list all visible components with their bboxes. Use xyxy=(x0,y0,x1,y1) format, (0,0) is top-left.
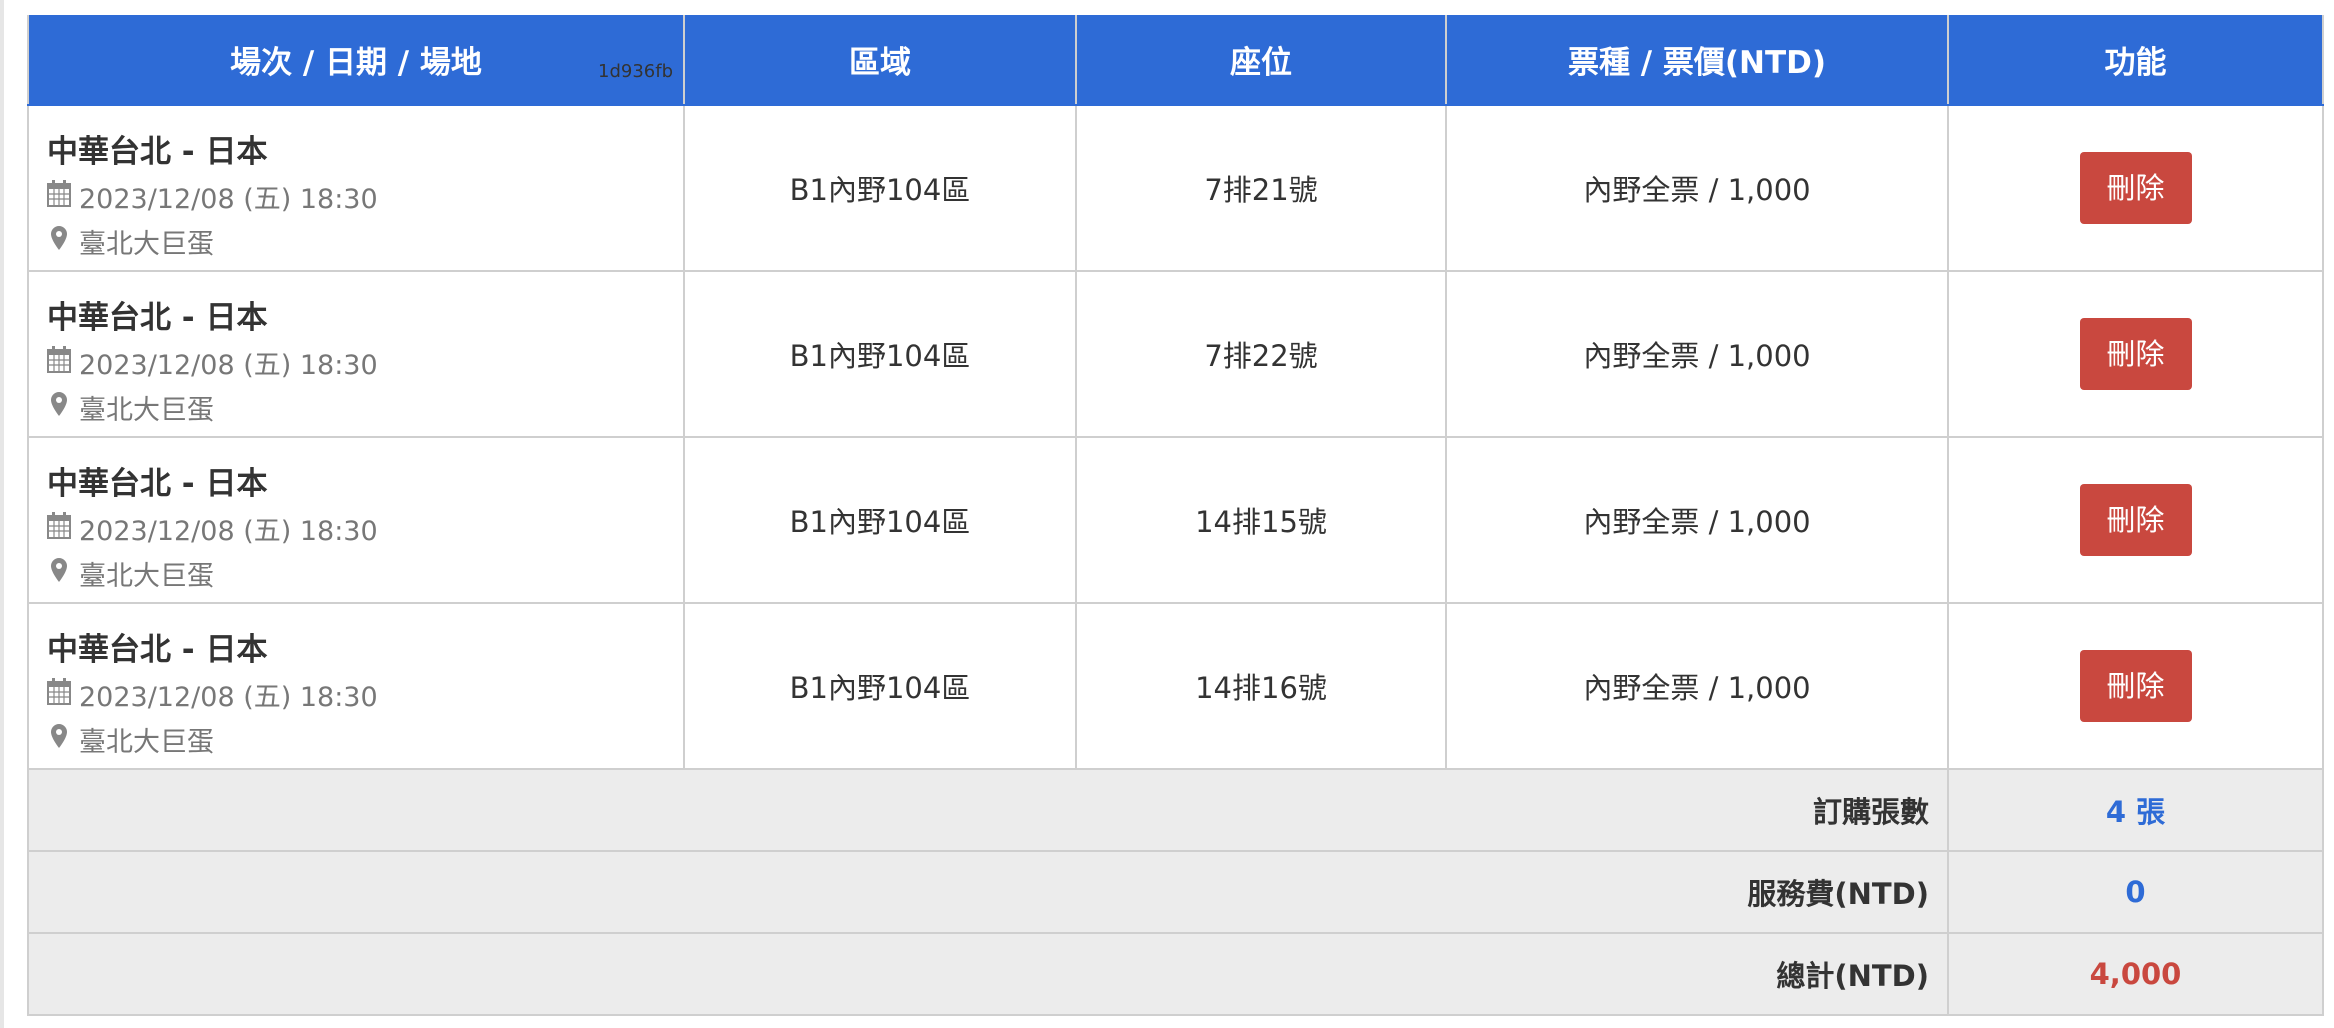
table-header: 場次 / 日期 / 場地 1d936fb 區域 座位 票種 / 票價(NTD) 功… xyxy=(27,15,2324,106)
event-venue: 臺北大巨蛋 xyxy=(79,727,214,758)
event-cell: 中華台北 - 日本 2023/12/08 (五) 18:30 臺北大巨蛋 xyxy=(27,436,685,604)
event-cell: 中華台北 - 日本 2023/12/08 (五) 18:30 臺北大巨蛋 xyxy=(27,270,685,438)
map-marker-icon xyxy=(47,722,79,757)
map-marker-icon xyxy=(47,556,79,591)
count-value: 4 張 xyxy=(1947,768,2324,852)
header-seat: 座位 xyxy=(1075,15,1447,106)
map-marker-icon xyxy=(47,224,79,259)
total-value: 4,000 xyxy=(1947,932,2324,1016)
event-cell: 中華台北 - 日本 2023/12/08 (五) 18:30 臺北大巨蛋 xyxy=(27,602,685,770)
summary-count-row: 訂購張數 4 張 xyxy=(27,768,2324,852)
fee-value: 0 xyxy=(1947,850,2324,934)
event-title: 中華台北 - 日本 xyxy=(47,300,268,336)
calendar-icon xyxy=(47,511,79,546)
event-datetime: 2023/12/08 (五) 18:30 xyxy=(79,516,378,547)
summary-fee-row: 服務費(NTD) 0 xyxy=(27,850,2324,934)
table-row: 中華台北 - 日本 2023/12/08 (五) 18:30 臺北大巨蛋 B1內… xyxy=(27,602,2324,770)
header-event: 場次 / 日期 / 場地 1d936fb xyxy=(27,15,685,106)
event-title: 中華台北 - 日本 xyxy=(47,466,268,502)
event-venue: 臺北大巨蛋 xyxy=(79,561,214,592)
area-cell: B1內野104區 xyxy=(683,270,1077,438)
fee-label: 服務費(NTD) xyxy=(27,850,1949,934)
header-area: 區域 xyxy=(683,15,1077,106)
actions-cell: 刪除 xyxy=(1947,270,2324,438)
calendar-icon xyxy=(47,179,79,214)
event-datetime: 2023/12/08 (五) 18:30 xyxy=(79,350,378,381)
window-edge xyxy=(0,0,4,1028)
summary-total-row: 總計(NTD) 4,000 xyxy=(27,932,2324,1016)
calendar-icon xyxy=(47,345,79,380)
event-venue: 臺北大巨蛋 xyxy=(79,395,214,426)
delete-button[interactable]: 刪除 xyxy=(2079,484,2192,556)
event-cell: 中華台北 - 日本 2023/12/08 (五) 18:30 臺北大巨蛋 xyxy=(27,104,685,272)
seat-cell: 7排21號 xyxy=(1075,104,1447,272)
table-row: 中華台北 - 日本 2023/12/08 (五) 18:30 臺北大巨蛋 B1內… xyxy=(27,104,2324,272)
map-marker-icon xyxy=(47,390,79,425)
event-title: 中華台北 - 日本 xyxy=(47,134,268,170)
total-label: 總計(NTD) xyxy=(27,932,1949,1016)
header-ticket: 票種 / 票價(NTD) xyxy=(1445,15,1949,106)
event-title: 中華台北 - 日本 xyxy=(47,632,268,668)
seat-cell: 7排22號 xyxy=(1075,270,1447,438)
ticket-cell: 內野全票 / 1,000 xyxy=(1445,602,1949,770)
delete-button[interactable]: 刪除 xyxy=(2079,650,2192,722)
ticket-cell: 內野全票 / 1,000 xyxy=(1445,104,1949,272)
delete-button[interactable]: 刪除 xyxy=(2079,318,2192,390)
actions-cell: 刪除 xyxy=(1947,436,2324,604)
calendar-icon xyxy=(47,677,79,712)
table-row: 中華台北 - 日本 2023/12/08 (五) 18:30 臺北大巨蛋 B1內… xyxy=(27,436,2324,604)
delete-button[interactable]: 刪除 xyxy=(2079,152,2192,224)
actions-cell: 刪除 xyxy=(1947,602,2324,770)
build-hash: 1d936fb xyxy=(598,61,673,82)
cart-table: 場次 / 日期 / 場地 1d936fb 區域 座位 票種 / 票價(NTD) 功… xyxy=(27,15,2324,1016)
seat-cell: 14排16號 xyxy=(1075,602,1447,770)
area-cell: B1內野104區 xyxy=(683,602,1077,770)
actions-cell: 刪除 xyxy=(1947,104,2324,272)
event-datetime: 2023/12/08 (五) 18:30 xyxy=(79,682,378,713)
header-actions: 功能 xyxy=(1947,15,2324,106)
ticket-cell: 內野全票 / 1,000 xyxy=(1445,436,1949,604)
event-datetime: 2023/12/08 (五) 18:30 xyxy=(79,184,378,215)
area-cell: B1內野104區 xyxy=(683,436,1077,604)
area-cell: B1內野104區 xyxy=(683,104,1077,272)
event-venue: 臺北大巨蛋 xyxy=(79,229,214,260)
count-label: 訂購張數 xyxy=(27,768,1949,852)
seat-cell: 14排15號 xyxy=(1075,436,1447,604)
table-row: 中華台北 - 日本 2023/12/08 (五) 18:30 臺北大巨蛋 B1內… xyxy=(27,270,2324,438)
ticket-cell: 內野全票 / 1,000 xyxy=(1445,270,1949,438)
